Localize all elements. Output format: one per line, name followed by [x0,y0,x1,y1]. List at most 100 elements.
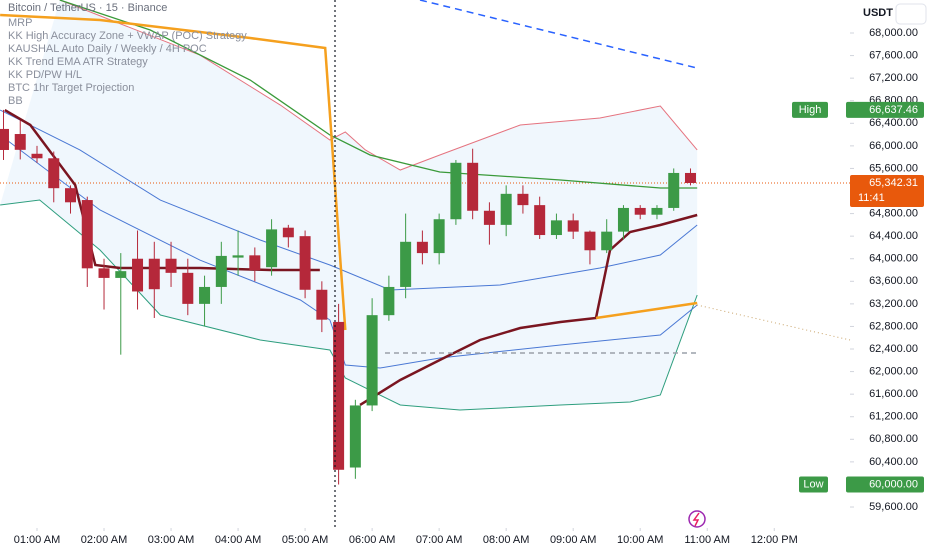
indicator-line [359,213,698,407]
indicator-line [0,199,698,411]
x-tick-label: 05:00 AM [282,534,328,546]
candle-body [98,268,110,278]
candle-body [182,272,194,304]
indicator-line [595,301,698,320]
y-tick-label: 67,200.00 [869,72,918,84]
icon-ring [688,510,706,528]
price-tag [846,101,924,118]
countdown-text: 11:41 [858,192,885,204]
indicator-line [0,109,698,291]
candle-body [400,241,412,287]
x-tick-label: 07:00 AM [416,534,462,546]
candle-body [684,172,696,183]
candle-body [14,134,26,150]
y-tick-label: 67,600.00 [869,49,918,61]
y-tick-label: 61,600.00 [869,388,918,400]
last-price-text: 65,342.31 [869,177,918,189]
candle-body [366,315,378,406]
candle-body [416,241,428,254]
candle-body [266,229,278,268]
y-tick-label: 64,400.00 [869,230,918,242]
candle-body [232,255,244,258]
indicator: KK High Accuracy Zone + VWAP (POC) Strat… [8,30,247,42]
candle-body [316,289,328,320]
y-tick-label: 68,000.00 [869,27,918,39]
candle-body [148,258,160,290]
y-tick-label: 65,600.00 [869,162,918,174]
x-tick-label: 01:00 AM [14,534,60,546]
indicator: KK Trend EMA ATR Strategy [8,56,148,68]
last-price-tag [850,174,924,207]
candle-body [299,236,311,290]
candle-body [534,205,546,236]
candle-body [517,193,529,206]
y-tick-label: 62,400.00 [869,343,918,355]
candle-body [651,207,663,215]
candle-body [567,220,579,232]
indicator: MRP [8,17,32,29]
candle-body [584,231,596,251]
candle-body [31,153,43,159]
y-tick-label: 63,600.00 [869,275,918,287]
y-tick-label: 61,200.00 [869,411,918,423]
price-tag-name-text: Low [803,478,823,490]
icon-bolt [692,512,700,527]
candle-body [333,321,345,470]
y-tick-label: 59,600.00 [869,501,918,513]
candle-body [81,200,93,269]
candle-body [467,162,479,211]
candle-body [500,193,512,225]
candle-body [199,286,211,304]
candle-body [483,210,495,225]
x-tick-label: 03:00 AM [148,534,194,546]
candle-body [383,286,395,316]
candle-body [0,128,9,150]
price-tag-name [792,101,828,118]
price-tag-text: 66,637.46 [869,104,918,116]
x-tick-label: 04:00 AM [215,534,261,546]
candle-body [668,172,680,208]
indicator: KAUSHAL Auto Daily / Weekly / 4H POC [8,43,207,55]
legend: Bitcoin / TetherUS · 15 · Binance MRP KK… [8,2,247,107]
x-tick-label: 06:00 AM [349,534,395,546]
y-tick-label: 62,800.00 [869,320,918,332]
x-tick-label: 08:00 AM [483,534,529,546]
indicator-line [0,134,698,369]
y-tick-label: 66,000.00 [869,140,918,152]
x-tick-label: 10:00 AM [617,534,663,546]
candle-body [349,405,361,468]
candle-body [48,158,60,189]
app-icon [688,510,706,528]
price-tag-text: 60,000.00 [869,478,918,490]
price-tag [846,476,924,493]
y-tick-label: 62,000.00 [869,365,918,377]
indicator-line [59,0,698,171]
y-tick-label: 64,800.00 [869,207,918,219]
candle-body [450,162,462,220]
currency: USDT [863,7,893,19]
candle-body [115,271,127,278]
candle-body [601,231,613,251]
indicator: KK PD/PW H/L [8,69,82,81]
band-fill [0,0,698,411]
indicator-line [0,13,347,331]
candle-body [282,227,294,238]
candle-body [550,220,562,236]
settings-button[interactable] [895,3,927,25]
x-tick-label: 12:00 PM [751,534,798,546]
candle-body [215,255,227,287]
price-tag-name [799,476,828,493]
candle-body [132,258,144,292]
y-tick-label: 66,400.00 [869,117,918,129]
y-tick-label: 60,400.00 [869,456,918,468]
x-tick-label: 09:00 AM [550,534,596,546]
plot-area [0,0,850,485]
candle-body [634,207,646,215]
y-tick-label: 63,200.00 [869,298,918,310]
candle-body [165,258,177,273]
price-tag-name-text: High [799,104,822,116]
y-tick-label: 64,000.00 [869,253,918,265]
indicator: BB [8,95,23,107]
symbol-title: Bitcoin / TetherUS · 15 · Binance [8,2,167,14]
